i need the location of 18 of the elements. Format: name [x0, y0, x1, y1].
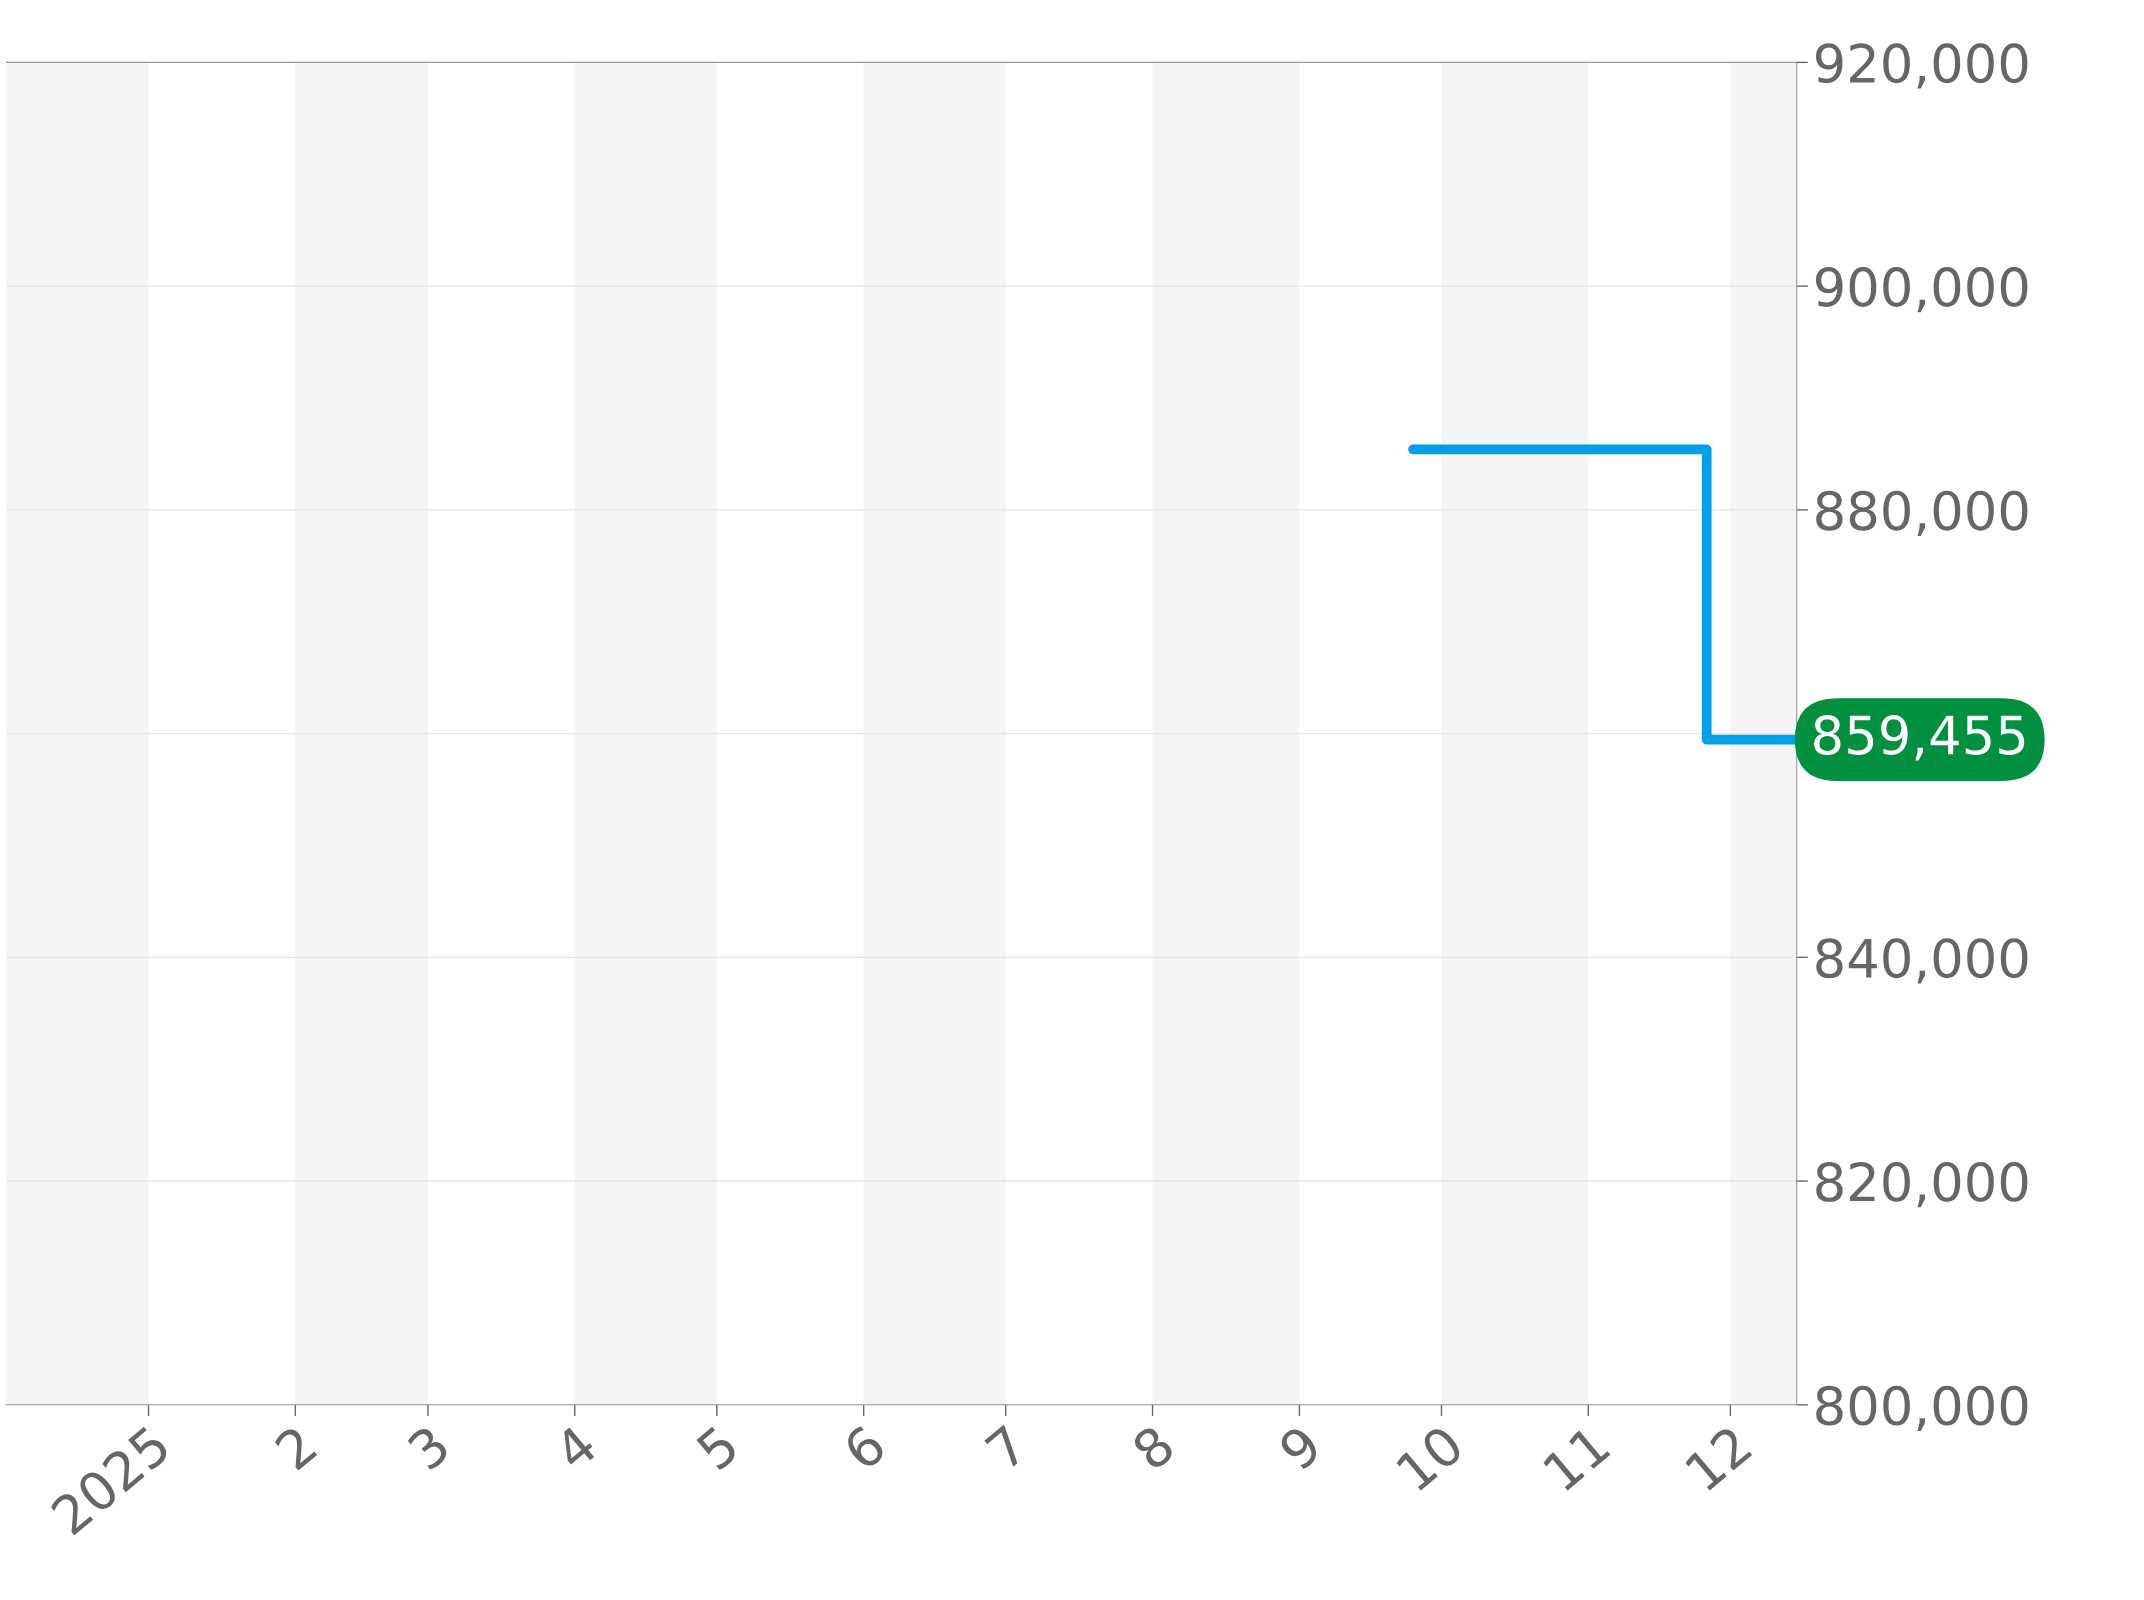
y-tick-label: 880,000	[1816, 490, 2028, 537]
x-tick-label: 4	[552, 1423, 599, 1472]
y-tick-label: 840,000	[1816, 938, 2028, 984]
y-tick-label: 800,000	[1816, 1385, 2028, 1431]
x-tick-label: 6	[841, 1423, 888, 1472]
annotation: 859,455	[1814, 715, 2025, 761]
y-tick-label: 820,000	[1816, 1161, 2028, 1208]
x-tick-label: 5	[695, 1424, 740, 1472]
x-tick-label: 9	[1276, 1423, 1323, 1472]
y-tick-label: 920,000	[1815, 43, 2028, 89]
x-tick-label: 11	[1542, 1425, 1611, 1491]
x-tick-label: 3	[405, 1424, 451, 1472]
x-tick-label: 12	[1683, 1424, 1753, 1491]
x-tick-label: 7	[984, 1424, 1029, 1471]
x-tick-label: 10	[1395, 1423, 1466, 1492]
x-tick-label: 8	[1130, 1423, 1177, 1472]
x-tick-label: 2	[273, 1424, 318, 1471]
y-tick-label: 900,000	[1815, 267, 2028, 313]
